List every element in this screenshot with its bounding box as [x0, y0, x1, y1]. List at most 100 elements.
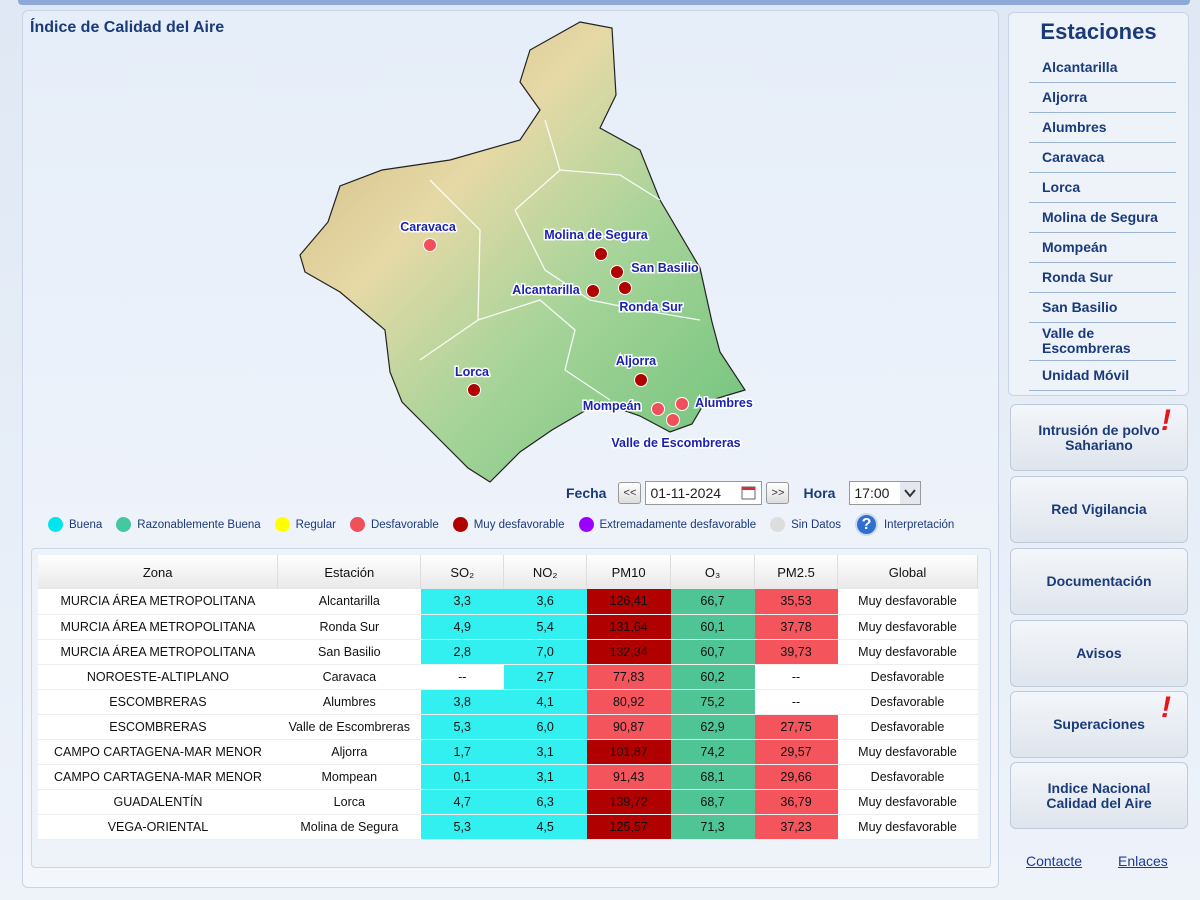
table-cell: --: [420, 664, 504, 690]
next-button[interactable]: >>: [766, 481, 790, 504]
legend-dot: [770, 517, 786, 532]
region-borders: [419, 119, 701, 401]
table-cell: 0,1: [420, 764, 504, 790]
station-link[interactable]: Ronda Sur: [1029, 263, 1176, 293]
station-link[interactable]: Aljorra: [1029, 83, 1176, 113]
station-link[interactable]: Alcantarilla: [1029, 53, 1176, 83]
legend: Buena Razonablemente Buena Regular Desfavor…: [48, 513, 973, 536]
legend-label: Muy desfavorable: [473, 518, 565, 531]
table-cell: GUADALENTÍN: [38, 789, 278, 815]
table-cell: 3,1: [503, 764, 587, 790]
legend-label: Desfavorable: [370, 518, 439, 531]
station-marker: [586, 284, 600, 298]
station-link[interactable]: San Basilio: [1029, 293, 1176, 323]
table-panel: Zona Estación SO₂ NO₂ PM10 O₃ PM2.5 Global MURCI…: [31, 548, 991, 868]
hour-select[interactable]: 17:00: [849, 480, 922, 505]
legend-dot: [578, 517, 594, 532]
legend-item: Desfavorable: [349, 517, 439, 532]
table-cell: Molina de Segura: [277, 814, 421, 840]
date-controls: Fecha << 01-11-2024 >> Hora 17:00: [566, 480, 922, 505]
sidebar-button[interactable]: Red Vigilancia: [1010, 476, 1188, 543]
station-label: Caravaca: [400, 220, 457, 234]
table-row: ESCOMBRERAS Alumbres 3,8 4,1 80,92 75,2 -- Desf…: [38, 689, 978, 715]
sidebar-button[interactable]: Indice Nacional Calidad del Aire: [1010, 762, 1188, 829]
table-row: GUADALENTÍN Lorca 4,7 6,3 139,72 68,7 36,79 Muy…: [38, 789, 978, 815]
table-cell: 90,87: [586, 714, 671, 740]
legend-dot: [274, 517, 290, 532]
station-label: Mompeán: [583, 399, 641, 413]
sidebar-button[interactable]: Intrusión de polvo Sahariano!: [1010, 404, 1188, 471]
table-cell: 126,41: [586, 589, 671, 615]
table-cell: Muy desfavorable: [837, 589, 978, 615]
table-cell: 60,2: [670, 664, 755, 690]
station-link[interactable]: Valle de Escombreras: [1029, 323, 1176, 361]
column-header: PM2.5: [754, 555, 838, 589]
legend-item: Buena: [48, 517, 102, 532]
station-marker: [651, 402, 665, 416]
button-label: Red Vigilancia: [1051, 501, 1147, 517]
station-label: Alcantarilla: [512, 283, 580, 297]
column-header: Global: [837, 555, 978, 589]
table-cell: 29,57: [754, 739, 838, 765]
table-cell: 2,7: [503, 664, 587, 690]
station-link[interactable]: Unidad Móvil: [1029, 361, 1176, 391]
footer-link[interactable]: Contacte: [1026, 853, 1083, 869]
table-cell: Desfavorable: [837, 664, 978, 690]
table-cell: 4,7: [420, 789, 504, 815]
footer-link[interactable]: Enlaces: [1118, 853, 1168, 869]
table-row: CAMPO CARTAGENA-MAR MENOR Aljorra 1,7 3,1 10…: [38, 739, 978, 765]
prev-button[interactable]: <<: [618, 481, 642, 504]
sidebar-button[interactable]: Superaciones!: [1010, 691, 1188, 758]
station-marker: [594, 247, 608, 261]
table-cell: 3,6: [503, 589, 587, 615]
legend-item: ? Interpretación: [854, 513, 954, 536]
table-row: MURCIA ÁREA METROPOLITANA San Basilio 2,8 7…: [38, 639, 978, 665]
table-cell: 80,92: [586, 689, 671, 715]
hour-label: Hora: [803, 484, 836, 501]
column-header: O₃: [670, 555, 756, 589]
station-link[interactable]: Molina de Segura: [1029, 203, 1176, 233]
table-cell: MURCIA ÁREA METROPOLITANA: [38, 589, 278, 615]
date-input[interactable]: 01-11-2024: [645, 480, 763, 505]
table-cell: Valle de Escombreras: [277, 714, 421, 740]
table-row: NOROESTE-ALTIPLANO Caravaca -- 2,7 77,83 60,2…: [38, 664, 978, 690]
table-cell: Caravaca: [277, 664, 421, 690]
station-link[interactable]: Mompeán: [1029, 233, 1176, 263]
alert-mark: !: [1161, 691, 1171, 724]
table-cell: Alcantarilla: [277, 589, 421, 615]
table-cell: 29,66: [754, 764, 838, 790]
table-row: ESCOMBRERAS Valle de Escombreras 5,3 6,0 90,…: [38, 714, 978, 740]
calendar-icon[interactable]: [741, 486, 757, 500]
sidebar-button[interactable]: Avisos: [1010, 620, 1188, 687]
legend-item: Regular: [274, 517, 336, 532]
table-cell: 66,7: [670, 589, 755, 615]
station-link[interactable]: Alumbres: [1029, 113, 1176, 143]
table-cell: ESCOMBRERAS: [38, 689, 278, 715]
column-header: SO₂: [420, 555, 505, 589]
table-cell: 3,1: [503, 739, 587, 765]
button-label: Indice Nacional Calidad del Aire: [1046, 779, 1152, 811]
table-cell: Desfavorable: [837, 714, 978, 740]
table-cell: Mompean: [277, 764, 421, 790]
button-label: Avisos: [1076, 645, 1122, 661]
table-cell: 5,3: [420, 714, 504, 740]
table-cell: 1,7: [420, 739, 504, 765]
table-cell: Ronda Sur: [277, 614, 421, 640]
table-cell: 5,4: [503, 614, 587, 640]
table-cell: 4,1: [503, 689, 587, 715]
sidebar-button[interactable]: Documentación: [1010, 548, 1188, 615]
table-cell: VEGA-ORIENTAL: [38, 814, 278, 840]
table-cell: 39,73: [754, 639, 838, 665]
table-cell: 36,79: [754, 789, 838, 815]
table-cell: 139,72: [586, 789, 671, 815]
table-cell: 75,2: [670, 689, 755, 715]
table-cell: Aljorra: [277, 739, 421, 765]
column-header: Zona: [38, 555, 279, 589]
table-cell: Lorca: [277, 789, 421, 815]
station-link[interactable]: Caravaca: [1029, 143, 1176, 173]
table-cell: 60,7: [670, 639, 755, 665]
help-icon[interactable]: ?: [854, 513, 878, 536]
table-cell: ESCOMBRERAS: [38, 714, 278, 740]
table-cell: 3,3: [420, 589, 504, 615]
station-link[interactable]: Lorca: [1029, 173, 1176, 203]
